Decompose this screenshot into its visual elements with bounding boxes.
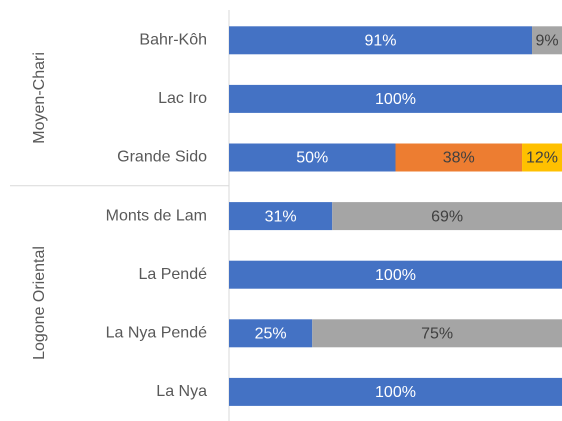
bar-segment — [229, 84, 562, 113]
group-label: Moyen-Chari — [31, 52, 48, 144]
data-label: 75% — [421, 326, 453, 343]
data-label: 69% — [431, 208, 463, 225]
bar-segment — [229, 143, 396, 172]
category-label: Bahr-Kôh — [139, 32, 207, 49]
data-label: 31% — [265, 208, 297, 225]
data-label: 50% — [296, 150, 328, 167]
category-label: La Pendé — [138, 266, 207, 283]
bar-segment — [332, 202, 562, 231]
bar-segment — [229, 26, 533, 55]
group-label: Logone Oriental — [31, 246, 48, 360]
data-label: 38% — [443, 150, 475, 167]
bar-segment — [229, 202, 333, 231]
category-label: La Nya Pendé — [106, 325, 208, 342]
bar-segment — [229, 260, 562, 289]
data-label: 91% — [364, 33, 396, 50]
category-label: Monts de Lam — [106, 207, 207, 224]
bar-segment — [229, 319, 313, 348]
category-label: Lac Iro — [158, 90, 207, 107]
data-label: 25% — [255, 326, 287, 343]
data-label: 100% — [375, 384, 416, 401]
bar-segment — [532, 26, 562, 55]
bar-segment — [522, 143, 562, 172]
category-label: La Nya — [156, 383, 207, 400]
bar-segment — [229, 377, 562, 406]
data-label: 12% — [526, 150, 558, 167]
data-label: 100% — [375, 267, 416, 284]
bar-segment — [312, 319, 562, 348]
category-label: Grande Sido — [117, 149, 207, 166]
data-label: 9% — [535, 33, 558, 50]
bar-segment — [395, 143, 523, 172]
data-label: 100% — [375, 91, 416, 108]
